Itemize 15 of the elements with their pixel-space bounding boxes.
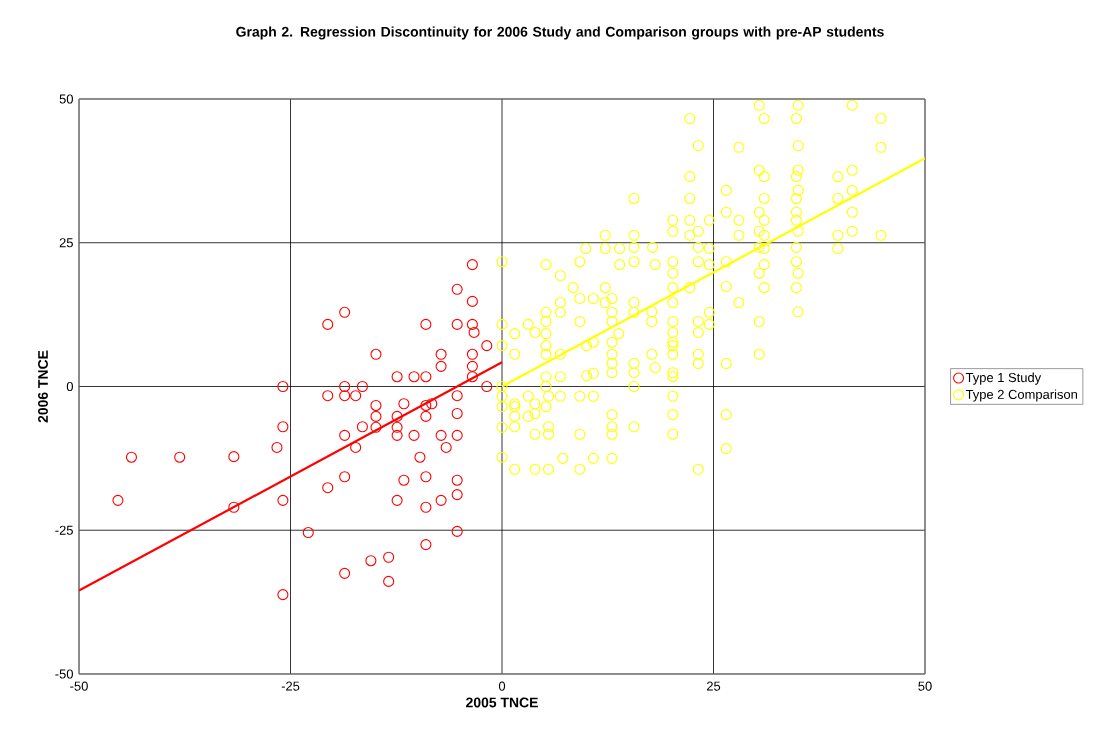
- y-tick-label: 25: [59, 238, 73, 248]
- y-tick-label: -25: [55, 525, 73, 535]
- x-tick-label: 0: [498, 681, 506, 691]
- x-tick-label: 50: [918, 681, 932, 691]
- x-tick-label: 25: [706, 681, 721, 691]
- x-tick-label: -25: [281, 681, 300, 691]
- legend-label: Type 2 Comparison: [965, 389, 1077, 402]
- y-axis-title: 2006 TNCE: [38, 350, 48, 423]
- legend-label: Type 1 Study: [965, 372, 1042, 385]
- y-tick-label: 50: [59, 94, 73, 104]
- x-axis-title: 2005 TNCE: [466, 697, 538, 708]
- y-tick-label: 0: [66, 381, 73, 392]
- x-tick-label: -50: [70, 681, 88, 691]
- y-tick-label: -50: [55, 669, 73, 679]
- chart-title: Graph 2. Regression Discontinuity for 2006 Study and Comparison groups with pre-AP students: [236, 26, 884, 40]
